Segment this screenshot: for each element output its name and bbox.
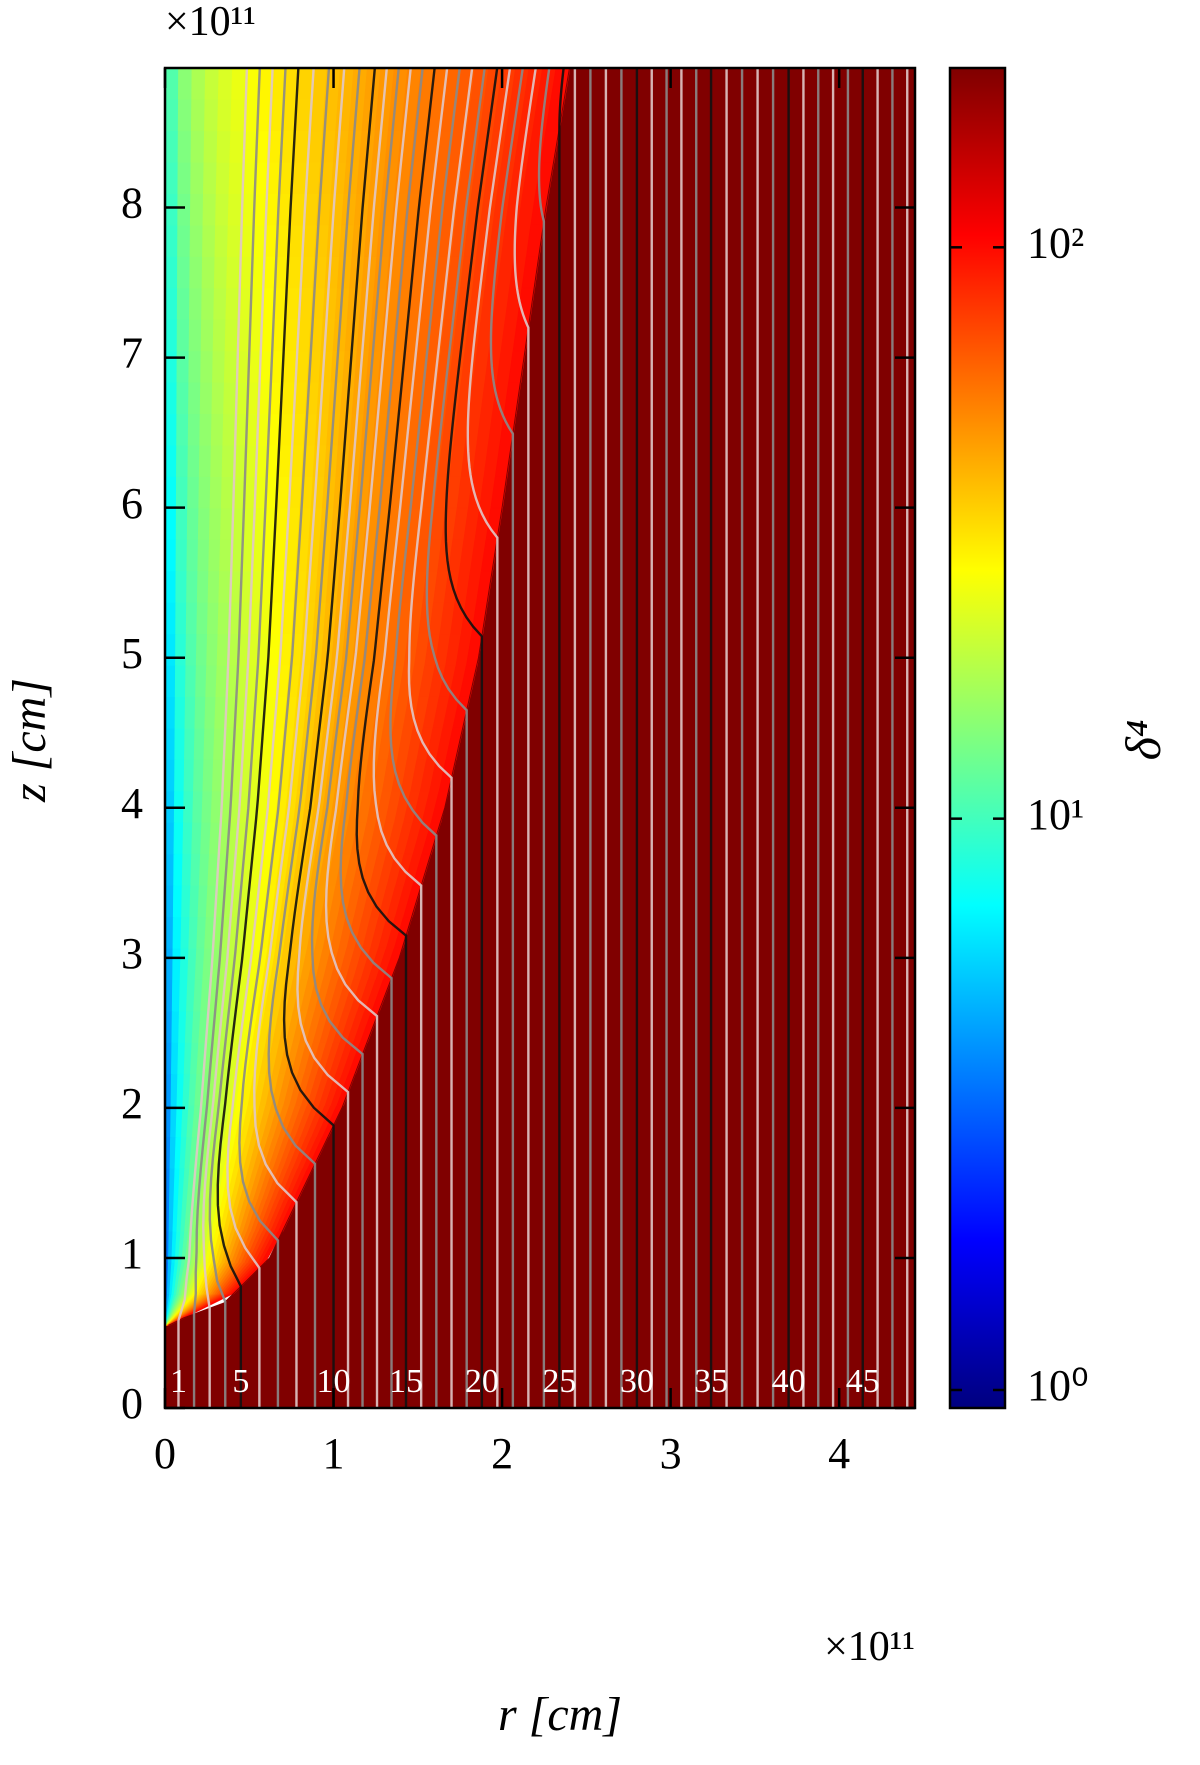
- field-line: [513, 67, 537, 1408]
- y-tick-label: 4: [121, 779, 143, 828]
- field-line: [372, 67, 449, 1408]
- field-line: [216, 67, 300, 1408]
- field-line: [253, 67, 346, 1408]
- colorbar-label: δ⁴: [1115, 720, 1171, 761]
- y-tick-label: 0: [121, 1379, 143, 1428]
- field-line: [355, 67, 436, 1408]
- plot-frame: [163, 66, 917, 1410]
- field-line: [425, 67, 486, 1408]
- y-axis-label: z [cm]: [3, 678, 56, 803]
- y-tick-label: 6: [121, 479, 143, 528]
- field-line: [444, 67, 499, 1408]
- field-line: [282, 67, 377, 1408]
- colorbar-tick-label: 10¹: [1027, 790, 1084, 839]
- line-label: 20: [465, 1363, 499, 1400]
- y-multiplier: ×10¹¹: [165, 0, 256, 45]
- field-line: [389, 67, 461, 1408]
- field-line: [267, 67, 361, 1408]
- field-line: [466, 67, 512, 1408]
- line-label: 1: [170, 1363, 187, 1400]
- x-tick-label: 4: [828, 1429, 850, 1478]
- colorbar-tick-label: 10⁰: [1027, 1361, 1089, 1410]
- line-label: 25: [542, 1363, 576, 1400]
- field-line: [202, 67, 274, 1408]
- field-line: [192, 67, 261, 1408]
- y-tick-label: 5: [121, 629, 143, 678]
- line-label: 45: [846, 1363, 880, 1400]
- field-line: [558, 67, 565, 1408]
- x-tick-label: 1: [323, 1429, 345, 1478]
- line-label: 35: [694, 1363, 728, 1400]
- colorbar: [948, 66, 1007, 1410]
- line-label: 40: [772, 1363, 806, 1400]
- x-tick-label: 2: [491, 1429, 513, 1478]
- field-line: [296, 67, 388, 1408]
- field-line: [208, 67, 287, 1408]
- x-axis-label: r [cm]: [498, 1688, 622, 1741]
- line-label: 15: [389, 1363, 423, 1400]
- x-multiplier: ×10¹¹: [824, 1624, 915, 1670]
- line-label: 30: [620, 1363, 654, 1400]
- field-line: [324, 67, 412, 1408]
- y-tick-label: 2: [121, 1079, 143, 1128]
- x-tick-label: 0: [154, 1429, 176, 1478]
- field-line: [310, 67, 400, 1408]
- field-line: [407, 67, 474, 1408]
- field-line: [339, 67, 424, 1408]
- field-line: [226, 67, 315, 1408]
- field-line: [177, 67, 249, 1408]
- field-lines: 1 5 10 15 20 25 30 35 40 45: [170, 67, 909, 1408]
- field-line: [537, 67, 551, 1408]
- field-line: [238, 67, 331, 1408]
- y-tick-label: 3: [121, 929, 143, 978]
- y-tick-label: 7: [121, 329, 143, 378]
- line-label: 5: [232, 1363, 249, 1400]
- field-line: [489, 67, 524, 1408]
- y-tick-label: 1: [121, 1229, 143, 1278]
- y-tick-label: 8: [121, 179, 143, 228]
- x-tick-label: 3: [660, 1429, 682, 1478]
- colorbar-tick-label: 10²: [1027, 218, 1084, 267]
